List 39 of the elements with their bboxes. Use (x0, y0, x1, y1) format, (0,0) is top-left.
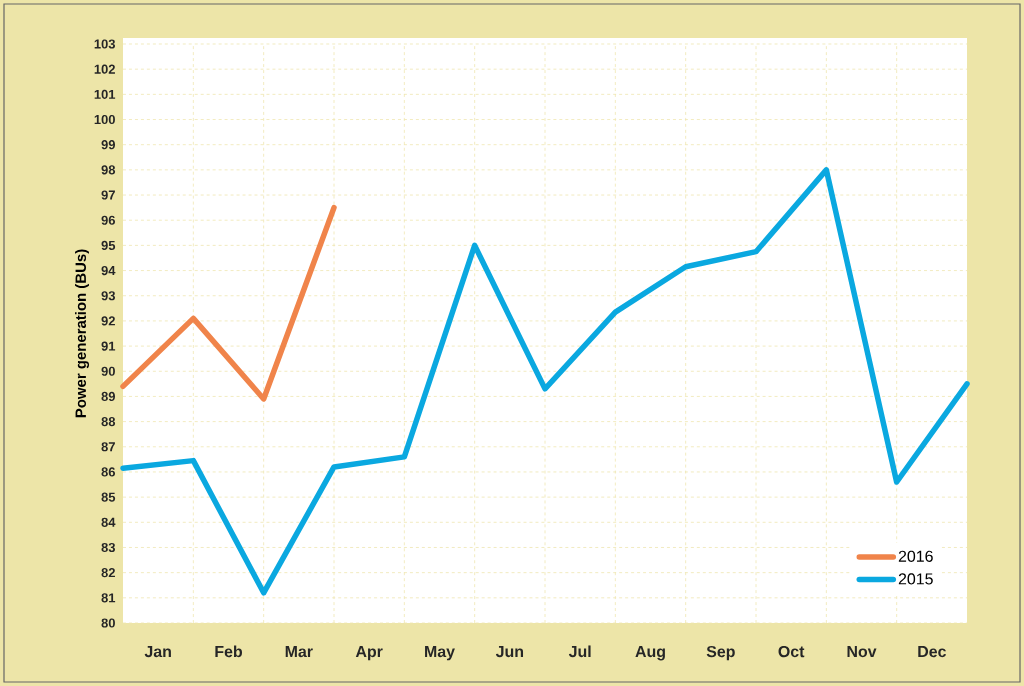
y-tick-label: 100 (94, 114, 115, 125)
y-tick-label: 87 (101, 442, 115, 452)
text: Feb (215, 645, 243, 658)
y-tick-label: 84 (101, 517, 116, 527)
text: Aug (635, 646, 665, 661)
text: Oct (778, 645, 805, 658)
y-tick-label: 98 (101, 165, 116, 175)
legend-label: 2016 (898, 550, 933, 562)
y-tick-label: 93 (101, 291, 116, 301)
y-tick-label: 85 (101, 492, 116, 502)
y-tick-label: 91 (101, 341, 116, 351)
text: Dec (918, 646, 946, 658)
y-tick-label: 90 (101, 366, 115, 376)
y-tick-label: 82 (101, 568, 115, 578)
y-tick-label: 89 (101, 391, 115, 402)
text: Jul (568, 645, 591, 658)
y-tick-label: 86 (101, 467, 116, 477)
y-tick-label: 99 (101, 140, 115, 150)
text: Sep (706, 645, 735, 661)
y-tick-label: 96 (101, 215, 116, 225)
y-tick-label: 97 (101, 190, 115, 200)
text: Jan (144, 646, 171, 658)
text: May (425, 646, 455, 661)
legend-label: 2015 (898, 573, 933, 585)
y-tick-label: 80 (101, 618, 115, 628)
y-tick-label: 101 (94, 89, 116, 99)
y-axis-title: Power generation (BUs) (75, 249, 90, 418)
text: Apr (355, 646, 383, 661)
y-tick-label: 103 (94, 39, 116, 49)
text: Nov (847, 646, 877, 658)
text: Mar (285, 646, 313, 658)
y-tick-label: 102 (94, 64, 115, 74)
y-tick-label: 88 (101, 417, 116, 427)
y-tick-label: 83 (101, 542, 116, 553)
text: Jun (495, 646, 524, 658)
y-tick-label: 92 (101, 316, 115, 326)
y-tick-label: 81 (101, 593, 116, 603)
y-tick-label: 95 (101, 240, 116, 250)
y-tick-label: 94 (101, 265, 116, 276)
